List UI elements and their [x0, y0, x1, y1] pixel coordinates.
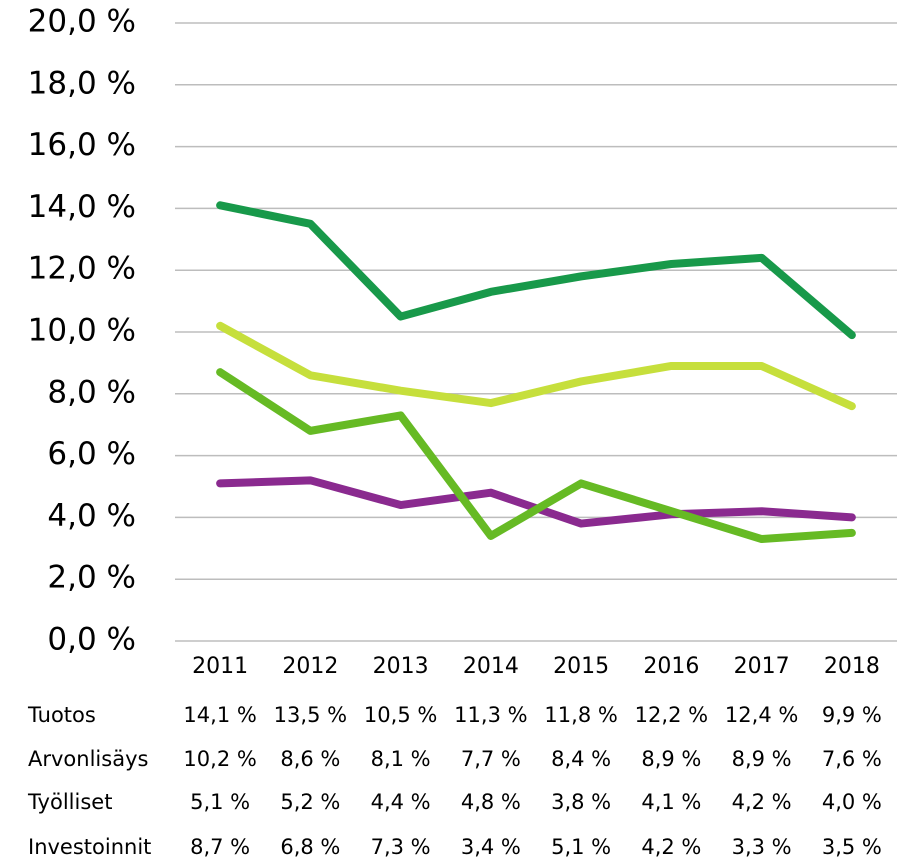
table-cell: 7,7 %	[461, 747, 521, 771]
x-tick-label: 2018	[824, 654, 880, 679]
table-cell: 8,9 %	[641, 747, 701, 771]
table-cell: 7,6 %	[822, 747, 882, 771]
table-cell: 11,3 %	[454, 703, 527, 727]
table-cell: 4,4 %	[371, 790, 431, 814]
table-cell: 5,1 %	[190, 790, 250, 814]
y-tick-label: 18,0 %	[28, 65, 136, 101]
y-tick-label: 16,0 %	[28, 127, 136, 163]
table-cell: 8,6 %	[280, 747, 340, 771]
y-tick-label: 12,0 %	[28, 251, 136, 287]
table-cell: 3,3 %	[732, 835, 792, 859]
table-cell: 4,2 %	[641, 835, 701, 859]
y-tick-label: 2,0 %	[47, 560, 136, 596]
legend-label: Tuotos	[27, 703, 96, 727]
x-tick-label: 2011	[192, 654, 248, 679]
x-tick-label: 2014	[463, 654, 519, 679]
table-cell: 13,5 %	[274, 703, 347, 727]
table-cell: 3,5 %	[822, 835, 882, 859]
legend-label: Investoinnit	[28, 835, 151, 859]
x-tick-label: 2013	[373, 654, 429, 679]
y-tick-label: 0,0 %	[47, 622, 136, 658]
table-cell: 8,9 %	[732, 747, 792, 771]
table-cell: 8,1 %	[371, 747, 431, 771]
table-cell: 8,4 %	[551, 747, 611, 771]
table-cell: 4,2 %	[732, 790, 792, 814]
x-tick-label: 2017	[734, 654, 790, 679]
legend-label: Työlliset	[27, 790, 112, 814]
table-cell: 5,1 %	[551, 835, 611, 859]
legend-label: Arvonlisäys	[28, 747, 148, 771]
table-cell: 3,8 %	[551, 790, 611, 814]
series-line	[216, 321, 856, 411]
table-cell: 4,1 %	[641, 790, 701, 814]
table-cell: 12,2 %	[635, 703, 708, 727]
series-line	[216, 201, 856, 340]
y-tick-label: 8,0 %	[47, 374, 136, 410]
table-cell: 14,1 %	[183, 703, 256, 727]
table-cell: 3,4 %	[461, 835, 521, 859]
y-tick-label: 6,0 %	[47, 436, 136, 472]
y-tick-label: 20,0 %	[28, 4, 136, 40]
x-tick-label: 2012	[282, 654, 338, 679]
table-cell: 10,2 %	[183, 747, 256, 771]
table-cell: 11,8 %	[544, 703, 617, 727]
table-cell: 5,2 %	[280, 790, 340, 814]
table-cell: 9,9 %	[822, 703, 882, 727]
table-cell: 4,8 %	[461, 790, 521, 814]
series-line	[216, 368, 856, 544]
table-cell: 12,4 %	[725, 703, 798, 727]
table-cell: 7,3 %	[371, 835, 431, 859]
y-tick-label: 10,0 %	[28, 313, 136, 349]
x-tick-label: 2016	[643, 654, 699, 679]
table-cell: 4,0 %	[822, 790, 882, 814]
x-tick-label: 2015	[553, 654, 609, 679]
y-tick-label: 4,0 %	[47, 498, 136, 534]
y-tick-label: 14,0 %	[28, 189, 136, 225]
table-cell: 8,7 %	[190, 835, 250, 859]
table-cell: 10,5 %	[364, 703, 437, 727]
table-cell: 6,8 %	[280, 835, 340, 859]
